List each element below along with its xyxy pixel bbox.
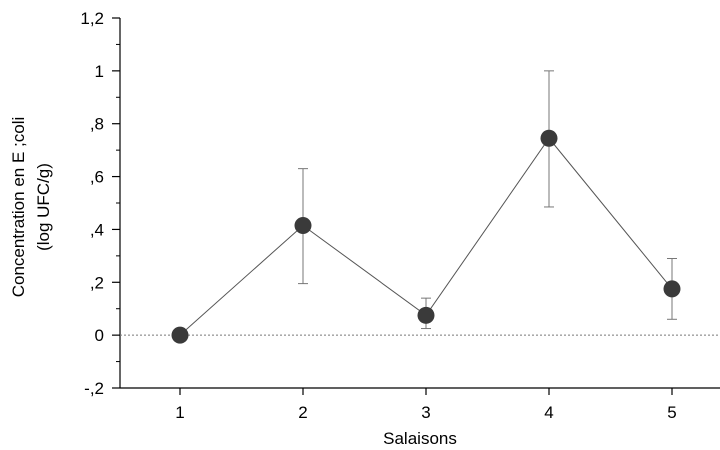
data-point xyxy=(663,280,681,298)
y-tick-label: ,6 xyxy=(90,168,104,187)
x-tick-label: 3 xyxy=(421,403,430,422)
y-tick-label: ,8 xyxy=(90,115,104,134)
x-tick-label: 5 xyxy=(667,403,676,422)
y-tick-label: ,4 xyxy=(90,220,104,239)
data-point xyxy=(294,216,312,234)
data-point xyxy=(540,129,558,147)
x-axis-title: Salaisons xyxy=(383,429,457,448)
data-point xyxy=(171,326,189,344)
y-axis-title-line-1: Concentration en E ;coli xyxy=(9,117,28,298)
y-tick-label: 1 xyxy=(95,62,104,81)
y-tick-label: 1,2 xyxy=(80,9,104,28)
y-tick-label: ,2 xyxy=(90,273,104,292)
x-tick-label: 4 xyxy=(544,403,553,422)
x-tick-label: 2 xyxy=(298,403,307,422)
axes xyxy=(119,18,720,389)
y-ticks: -,2 0 ,2 ,4 ,6 ,8 1 1,2 xyxy=(80,9,120,398)
data-point xyxy=(417,306,435,324)
x-ticks: 1 2 3 4 5 xyxy=(175,388,677,422)
x-tick-label: 1 xyxy=(175,403,184,422)
y-axis-title-line-2: (log UFC/g) xyxy=(34,163,53,251)
y-tick-label: 0 xyxy=(95,326,104,345)
y-tick-label: -,2 xyxy=(84,379,104,398)
data-points xyxy=(171,129,681,344)
error-bars xyxy=(298,70,677,330)
